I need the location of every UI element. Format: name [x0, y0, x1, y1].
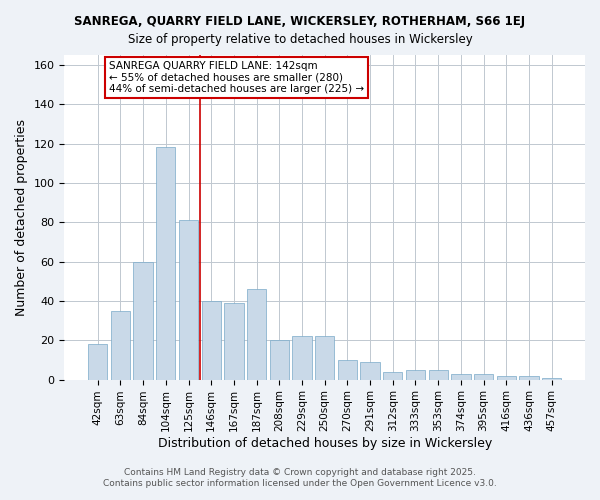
X-axis label: Distribution of detached houses by size in Wickersley: Distribution of detached houses by size … [158, 437, 492, 450]
Text: Size of property relative to detached houses in Wickersley: Size of property relative to detached ho… [128, 32, 472, 46]
Y-axis label: Number of detached properties: Number of detached properties [15, 119, 28, 316]
Bar [156, 148, 175, 380]
Bar [406, 370, 425, 380]
Text: Contains HM Land Registry data © Crown copyright and database right 2025.
Contai: Contains HM Land Registry data © Crown c… [103, 468, 497, 487]
Bar [247, 289, 266, 380]
Bar [383, 372, 403, 380]
Bar [542, 378, 562, 380]
Bar [292, 336, 311, 380]
Bar [269, 340, 289, 380]
Bar [520, 376, 539, 380]
Text: SANREGA QUARRY FIELD LANE: 142sqm
← 55% of detached houses are smaller (280)
44%: SANREGA QUARRY FIELD LANE: 142sqm ← 55% … [109, 61, 364, 94]
Text: SANREGA, QUARRY FIELD LANE, WICKERSLEY, ROTHERHAM, S66 1EJ: SANREGA, QUARRY FIELD LANE, WICKERSLEY, … [74, 15, 526, 28]
Bar [88, 344, 107, 380]
Bar [179, 220, 198, 380]
Bar [202, 301, 221, 380]
Bar [428, 370, 448, 380]
Bar [361, 362, 380, 380]
Bar [111, 310, 130, 380]
Bar [497, 376, 516, 380]
Bar [315, 336, 334, 380]
Bar [133, 262, 153, 380]
Bar [474, 374, 493, 380]
Bar [224, 303, 244, 380]
Bar [338, 360, 357, 380]
Bar [451, 374, 470, 380]
